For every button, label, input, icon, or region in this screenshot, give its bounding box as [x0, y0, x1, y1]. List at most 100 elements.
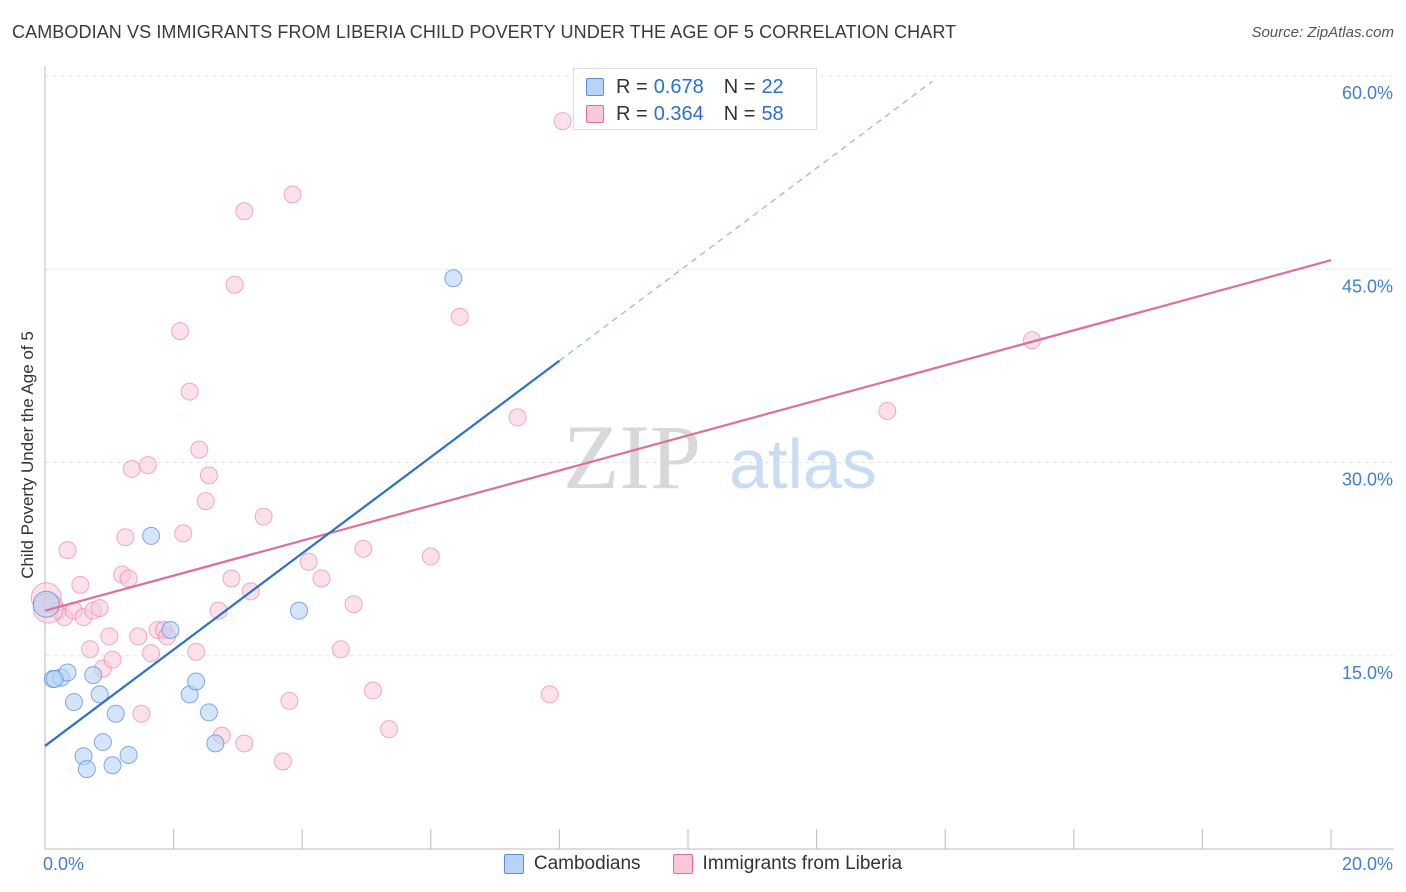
legend-r-label: R =	[616, 102, 648, 125]
legend-n-label: N =	[723, 102, 756, 125]
liberia-point	[354, 539, 373, 558]
liberia-point	[103, 650, 122, 669]
series-cambodians-points	[32, 269, 463, 779]
legend-swatch-blue	[586, 78, 604, 96]
legend-n-label: N =	[723, 75, 756, 98]
y-axis-label: Child Poverty Under the Age of 5	[18, 331, 37, 579]
cambodian-point	[45, 669, 64, 688]
liberia-point	[116, 528, 135, 547]
tick-labels: 15.0% 30.0% 45.0% 60.0% 0.0% 20.0%	[43, 83, 1393, 874]
liberia-point	[344, 595, 363, 614]
liberia-point	[331, 640, 350, 659]
y-tick-label: 45.0%	[1342, 276, 1393, 296]
cambodian-point	[93, 733, 112, 752]
liberia-point	[190, 440, 209, 459]
liberia-point	[196, 492, 215, 511]
liberia-point	[299, 552, 318, 571]
cambodian-point	[32, 590, 60, 618]
axes	[44, 66, 1394, 850]
liberia-point	[171, 322, 190, 341]
liberia-point	[283, 185, 302, 204]
source-label: Source: ZipAtlas.com	[1251, 24, 1394, 41]
cambodian-point	[106, 704, 125, 723]
liberia-point	[254, 507, 273, 526]
liberia-point	[273, 752, 292, 771]
liberia-point	[235, 202, 254, 221]
cambodian-point	[161, 620, 180, 639]
legend-r-label: R =	[616, 75, 648, 98]
cambodian-point	[84, 666, 103, 685]
liberia-point	[71, 575, 90, 594]
legend-r-value: 0.364	[653, 102, 704, 125]
cambodians-trend-extension	[559, 80, 933, 362]
watermark: ZIP atlas	[563, 406, 877, 508]
liberia-point	[225, 275, 244, 294]
liberia-point	[222, 569, 241, 588]
x-tick-label: 0.0%	[43, 854, 84, 874]
liberia-point	[180, 382, 199, 401]
liberia-point	[142, 644, 161, 663]
liberia-point	[138, 456, 157, 475]
liberia-point	[363, 681, 382, 700]
legend-row-cambodians: R = 0.678 N = 22	[586, 75, 784, 99]
legend-n-value: 22	[761, 75, 784, 98]
liberia-point	[132, 704, 151, 723]
cambodian-point	[199, 703, 218, 722]
cambodian-point	[206, 734, 225, 753]
y-tick-label: 15.0%	[1342, 663, 1393, 683]
liberia-point	[90, 599, 109, 618]
legend-swatch-pink	[672, 854, 693, 874]
liberia-point	[312, 569, 331, 588]
legend-label-cambodians: Cambodians	[533, 853, 641, 874]
correlation-legend: R = 0.678 N = 22 R = 0.364 N = 58	[573, 68, 817, 130]
cambodian-point	[77, 760, 96, 779]
liberia-point	[235, 734, 254, 753]
cambodian-point	[64, 693, 83, 712]
series-legend: Cambodians Immigrants from Liberia	[0, 852, 1406, 876]
liberia-point	[380, 720, 399, 739]
liberia-point	[878, 401, 897, 420]
cambodian-point	[142, 526, 161, 545]
liberia-point	[553, 112, 572, 131]
cambodian-point	[119, 745, 138, 764]
legend-item-cambodians[interactable]: Cambodians	[503, 853, 641, 875]
liberia-point	[421, 547, 440, 566]
liberia-point	[187, 642, 206, 661]
legend-n-value: 58	[761, 102, 784, 125]
liberia-point	[199, 466, 218, 485]
liberia-point	[119, 569, 138, 588]
watermark-zip: ZIP	[563, 406, 701, 508]
cambodian-point	[187, 672, 206, 691]
cambodian-point	[90, 685, 109, 704]
liberia-point	[174, 524, 193, 543]
trend-lines	[44, 80, 1332, 747]
liberia-point	[280, 691, 299, 710]
series-liberia-points	[30, 112, 1042, 771]
liberia-point	[129, 627, 148, 646]
liberia-point	[81, 640, 100, 659]
y-tick-label: 30.0%	[1342, 470, 1393, 490]
liberia-point	[58, 541, 77, 560]
liberia-point	[100, 627, 119, 646]
watermark-atlas: atlas	[729, 425, 877, 503]
x-tick-label: 20.0%	[1342, 854, 1393, 874]
liberia-point	[450, 307, 469, 326]
liberia-point	[122, 459, 141, 478]
cambodians-trend-line	[44, 359, 561, 747]
legend-row-liberia: R = 0.364 N = 58	[586, 102, 784, 126]
legend-swatch-pink	[586, 105, 604, 123]
chart-title: CAMBODIAN VS IMMIGRANTS FROM LIBERIA CHI…	[12, 22, 957, 42]
grid-lines	[45, 75, 1394, 657]
cambodian-point	[444, 269, 463, 288]
cambodian-point	[289, 601, 308, 620]
legend-item-liberia[interactable]: Immigrants from Liberia	[672, 853, 903, 875]
cambodian-point	[103, 756, 122, 775]
legend-swatch-blue	[503, 854, 524, 874]
liberia-point	[508, 408, 527, 427]
legend-label-liberia: Immigrants from Liberia	[702, 853, 903, 874]
liberia-trend-line	[44, 259, 1332, 612]
y-tick-label: 60.0%	[1342, 83, 1393, 103]
liberia-point	[540, 685, 559, 704]
legend-r-value: 0.678	[653, 75, 704, 98]
